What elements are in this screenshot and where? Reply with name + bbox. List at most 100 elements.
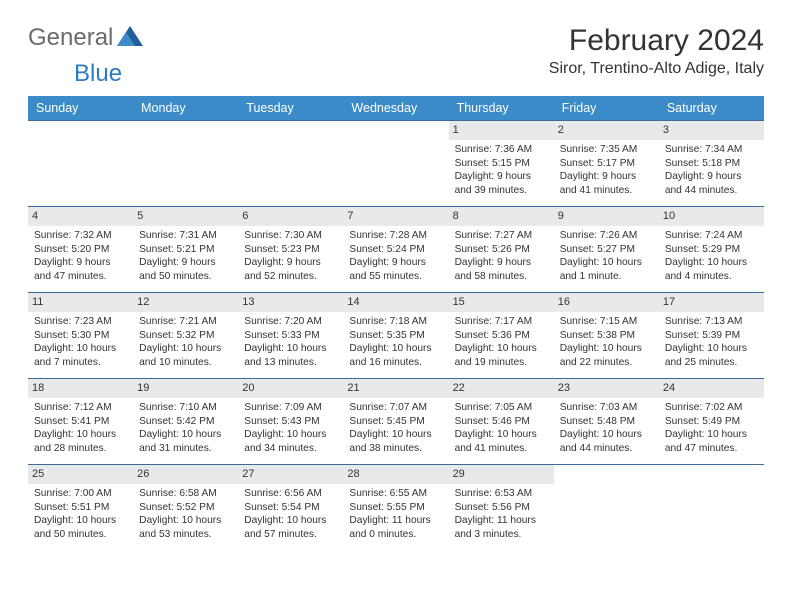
calendar-body: 1Sunrise: 7:36 AMSunset: 5:15 PMDaylight… [28,121,764,551]
sunrise-text: Sunrise: 7:30 AM [244,229,337,243]
day-number: 7 [343,207,448,226]
sunrise-text: Sunrise: 7:15 AM [560,315,653,329]
day-number: 19 [133,379,238,398]
calendar-day: 5Sunrise: 7:31 AMSunset: 5:21 PMDaylight… [133,207,238,293]
calendar-day: 25Sunrise: 7:00 AMSunset: 5:51 PMDayligh… [28,465,133,551]
sunset-text: Sunset: 5:48 PM [560,415,653,429]
sunset-text: Sunset: 5:27 PM [560,243,653,257]
sunset-text: Sunset: 5:29 PM [665,243,758,257]
weekday-header: Wednesday [343,96,448,121]
daylight-text: Daylight: 9 hours and 44 minutes. [665,170,758,198]
daylight-text: Daylight: 11 hours and 0 minutes. [349,514,442,542]
day-info: Sunrise: 7:21 AMSunset: 5:32 PMDaylight:… [139,315,232,370]
calendar-empty [343,121,448,207]
day-number: 2 [554,121,659,140]
day-info: Sunrise: 7:02 AMSunset: 5:49 PMDaylight:… [665,401,758,456]
calendar-row: 18 Sunrise: 7:12 AMSunset: 5:41 PM Dayligh… [28,379,764,465]
calendar-row: 1Sunrise: 7:36 AMSunset: 5:15 PMDaylight… [28,121,764,207]
sunset-text: Sunset: 5:26 PM [455,243,548,257]
sunrise-text: Sunrise: 7:36 AM [455,143,548,157]
calendar-day: 20Sunrise: 7:09 AMSunset: 5:43 PMDayligh… [238,379,343,465]
day-number: 11 [28,293,133,312]
calendar-day: 12Sunrise: 7:21 AMSunset: 5:32 PMDayligh… [133,293,238,379]
day-info: Sunrise: 6:55 AMSunset: 5:55 PMDaylight:… [349,487,442,542]
sunrise-text: Sunrise: 7:26 AM [560,229,653,243]
sunrise-text: Sunrise: 7:05 AM [455,401,548,415]
day-info: Sunrise: 7:27 AMSunset: 5:26 PMDaylight:… [455,229,548,284]
sunset-text: Sunset: 5:15 PM [455,157,548,171]
day-info: Sunrise: 6:56 AMSunset: 5:54 PMDaylight:… [244,487,337,542]
calendar-day: 17Sunrise: 7:13 AMSunset: 5:39 PMDayligh… [659,293,764,379]
sunrise-text: Sunrise: 7:31 AM [139,229,232,243]
day-number: 22 [449,379,554,398]
daylight-text: Daylight: 10 hours and 38 minutes. [349,428,442,456]
sunrise-text: Sunrise: 7:10 AM [139,401,232,415]
daylight-text: Daylight: 10 hours and 57 minutes. [244,514,337,542]
daylight-text: Daylight: 10 hours and 22 minutes. [560,342,653,370]
sunrise-text: Sunrise: 7:35 AM [560,143,653,157]
calendar-row: 4Sunrise: 7:32 AMSunset: 5:20 PMDaylight… [28,207,764,293]
weekday-header: Saturday [659,96,764,121]
sunrise-text: Sunrise: 6:53 AM [455,487,548,501]
sunset-text: Sunset: 5:41 PM [34,415,127,429]
daylight-text: Daylight: 9 hours and 55 minutes. [349,256,442,284]
day-info: Sunrise: 7:15 AMSunset: 5:38 PMDaylight:… [560,315,653,370]
daylight-text: Daylight: 9 hours and 50 minutes. [139,256,232,284]
calendar-day: 21Sunrise: 7:07 AMSunset: 5:45 PMDayligh… [343,379,448,465]
weekday-header: Tuesday [238,96,343,121]
sunrise-text: Sunrise: 7:12 AM [34,401,127,415]
day-info: Sunrise: 7:32 AMSunset: 5:20 PMDaylight:… [34,229,127,284]
daylight-text: Daylight: 9 hours and 41 minutes. [560,170,653,198]
calendar-day: 14Sunrise: 7:18 AMSunset: 5:35 PMDayligh… [343,293,448,379]
sunrise-text: Sunrise: 7:07 AM [349,401,442,415]
day-number: 9 [554,207,659,226]
day-info: Sunrise: 6:53 AMSunset: 5:56 PMDaylight:… [455,487,548,542]
day-number: 21 [343,379,448,398]
calendar-day: 6Sunrise: 7:30 AMSunset: 5:23 PMDaylight… [238,207,343,293]
day-number: 27 [238,465,343,484]
sunset-text: Sunset: 5:18 PM [665,157,758,171]
day-info: Sunrise: 7:34 AMSunset: 5:18 PMDaylight:… [665,143,758,198]
day-number: 25 [28,465,133,484]
day-number: 6 [238,207,343,226]
day-info: Sunrise: 7:24 AMSunset: 5:29 PMDaylight:… [665,229,758,284]
day-number: 16 [554,293,659,312]
sunset-text: Sunset: 5:23 PM [244,243,337,257]
day-number: 28 [343,465,448,484]
sunset-text: Sunset: 5:49 PM [665,415,758,429]
sunset-text: Sunset: 5:54 PM [244,501,337,515]
calendar-day: 3 Sunrise: 7:34 AMSunset: 5:18 PMDaylight… [659,121,764,207]
sunset-text: Sunset: 5:39 PM [665,329,758,343]
page-subtitle: Siror, Trentino-Alto Adige, Italy [549,60,764,78]
calendar-day: 4Sunrise: 7:32 AMSunset: 5:20 PMDaylight… [28,207,133,293]
day-info: Sunrise: 7:23 AMSunset: 5:30 PMDaylight:… [34,315,127,370]
day-number: 5 [133,207,238,226]
daylight-text: Daylight: 9 hours and 47 minutes. [34,256,127,284]
sunset-text: Sunset: 5:33 PM [244,329,337,343]
day-info: Sunrise: 7:28 AMSunset: 5:24 PMDaylight:… [349,229,442,284]
day-number: 3 [659,121,764,140]
daylight-text: Daylight: 10 hours and 25 minutes. [665,342,758,370]
logo: General [28,24,145,51]
calendar-day: 24Sunrise: 7:02 AMSunset: 5:49 PMDayligh… [659,379,764,465]
day-info: Sunrise: 7:05 AMSunset: 5:46 PMDaylight:… [455,401,548,456]
calendar-day: 23Sunrise: 7:03 AMSunset: 5:48 PMDayligh… [554,379,659,465]
sunset-text: Sunset: 5:20 PM [34,243,127,257]
daylight-text: Daylight: 10 hours and 31 minutes. [139,428,232,456]
calendar-day: 10Sunrise: 7:24 AMSunset: 5:29 PMDayligh… [659,207,764,293]
daylight-text: Daylight: 10 hours and 16 minutes. [349,342,442,370]
sunset-text: Sunset: 5:43 PM [244,415,337,429]
calendar-table: SundayMondayTuesdayWednesdayThursdayFrid… [28,96,764,551]
day-number: 18 [28,379,133,398]
daylight-text: Daylight: 10 hours and 4 minutes. [665,256,758,284]
logo-blue: Blue [74,62,122,86]
day-info: Sunrise: 7:17 AMSunset: 5:36 PMDaylight:… [455,315,548,370]
page: General February 2024 Siror, Trentino-Al… [0,0,792,575]
calendar-header: SundayMondayTuesdayWednesdayThursdayFrid… [28,96,764,121]
daylight-text: Daylight: 10 hours and 34 minutes. [244,428,337,456]
day-number: 23 [554,379,659,398]
sunset-text: Sunset: 5:56 PM [455,501,548,515]
sunrise-text: Sunrise: 6:55 AM [349,487,442,501]
calendar-empty [554,465,659,551]
sunrise-text: Sunrise: 7:28 AM [349,229,442,243]
